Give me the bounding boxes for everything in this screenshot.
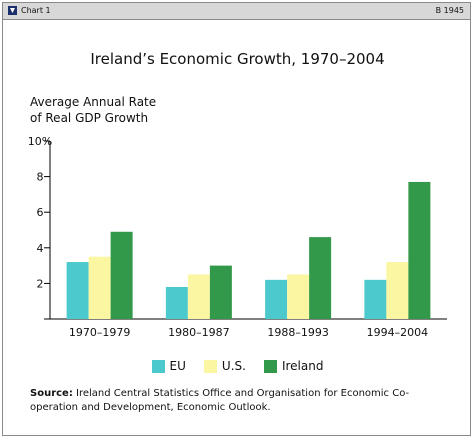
chart-code: B 1945 [435, 6, 464, 15]
y-axis-label-line2: of Real GDP Growth [30, 111, 149, 125]
chart-frame: Chart 1 B 1945 Ireland’s Economic Growth… [2, 2, 471, 436]
legend-label-us: U.S. [221, 359, 246, 373]
chart-number: Chart 1 [21, 6, 51, 15]
bar-eu-0 [66, 262, 89, 319]
x-tick-label: 1980–1987 [168, 326, 230, 339]
chart-title: Ireland’s Economic Growth, 1970–2004 [90, 50, 385, 68]
bar-ireland-0 [110, 231, 133, 319]
legend-label-ireland: Ireland [281, 359, 324, 373]
legend-swatch-ireland [263, 359, 277, 373]
legend-label-eu: EU [169, 359, 186, 373]
source-label: Source: [30, 388, 73, 399]
bar-ireland-2 [309, 237, 332, 319]
bar-us-3 [386, 262, 409, 319]
y-tick-label: 6 [37, 206, 44, 219]
bar-ireland-3 [408, 181, 431, 319]
y-tick-label: 10% [28, 135, 52, 148]
header-bar: Chart 1 B 1945 [3, 3, 470, 20]
legend: EU U.S. Ireland [3, 359, 472, 373]
bar-ireland-1 [209, 265, 232, 319]
x-tick-label: 1970–1979 [69, 326, 131, 339]
y-tick-label: 8 [37, 171, 44, 184]
y-tick-label: 2 [37, 277, 44, 290]
bar-eu-1 [165, 286, 188, 319]
legend-swatch-eu [151, 359, 165, 373]
bar-us-2 [287, 274, 310, 319]
legend-swatch-us [203, 359, 217, 373]
y-axis-label-line1: Average Annual Rate [30, 95, 157, 109]
x-tick-label: 1988–1993 [267, 326, 329, 339]
legend-item-us: U.S. [203, 359, 246, 373]
bar-eu-3 [364, 279, 387, 319]
source-note: Source: Ireland Central Statistics Offic… [30, 387, 450, 415]
bar-us-1 [187, 274, 210, 319]
bar-chart: 2 4 6 8 10% 1970–1979 1980–1987 1988–1993 1994–2… [28, 135, 447, 339]
x-tick-label: 1994–2004 [367, 326, 429, 339]
bar-eu-2 [265, 279, 288, 319]
legend-item-eu: EU [151, 359, 186, 373]
bar-us-0 [88, 256, 111, 319]
publisher-logo-icon [8, 6, 17, 15]
y-tick-label: 4 [37, 242, 44, 255]
source-text: Ireland Central Statistics Office and Or… [30, 388, 410, 413]
legend-item-ireland: Ireland [263, 359, 324, 373]
